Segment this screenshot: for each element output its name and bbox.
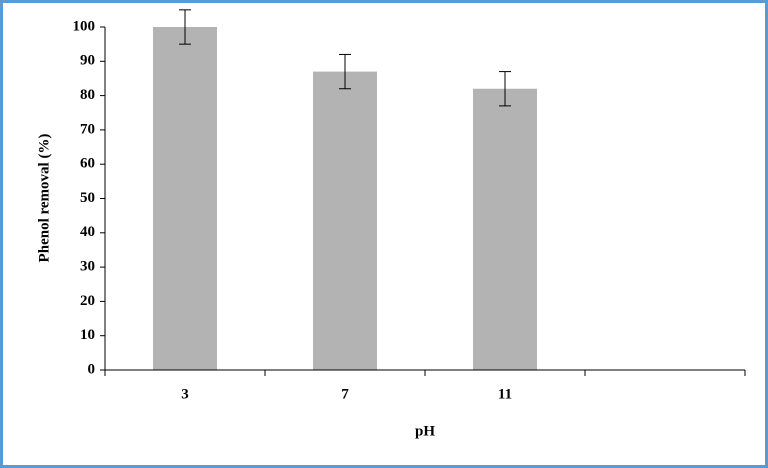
- y-tick-label: 100: [73, 18, 96, 34]
- y-tick-label: 60: [80, 156, 95, 172]
- y-tick-label: 80: [80, 87, 95, 103]
- x-tick-label: 7: [341, 386, 349, 402]
- x-tick-label: 11: [498, 386, 512, 402]
- y-tick-label: 20: [80, 293, 95, 309]
- y-tick-label: 70: [80, 121, 95, 137]
- x-tick-label: 3: [181, 386, 189, 402]
- bar: [313, 71, 377, 370]
- y-tick-label: 10: [80, 327, 95, 343]
- y-tick-label: 0: [88, 361, 96, 377]
- bar: [473, 88, 537, 371]
- y-tick-label: 30: [80, 259, 95, 275]
- y-tick-label: 90: [80, 53, 95, 69]
- y-tick-label: 40: [80, 224, 95, 240]
- x-axis-title: pH: [415, 423, 435, 439]
- y-axis-title: Phenol removal (%): [36, 134, 52, 263]
- bar: [153, 27, 217, 370]
- y-tick-label: 50: [80, 190, 95, 206]
